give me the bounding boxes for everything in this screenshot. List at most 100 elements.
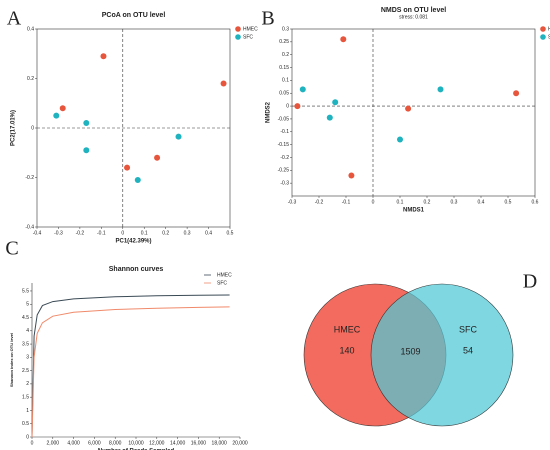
y-tick-label: 2 — [26, 381, 29, 387]
x-tick-label: 0.2 — [424, 199, 431, 205]
y-tick-label: 0.15 — [279, 65, 289, 71]
chart-title: NMDS on OTU level — [381, 7, 446, 14]
point — [326, 114, 333, 121]
y-tick-label: 0.1 — [282, 78, 289, 84]
y-tick-label: 0.3 — [282, 26, 289, 32]
point — [154, 154, 161, 161]
set-name: SFC — [459, 324, 478, 334]
panel-letter: C — [5, 238, 18, 260]
y-axis-label: PC2(17.01%) — [11, 110, 17, 146]
point — [294, 103, 301, 110]
point — [134, 176, 141, 183]
y-tick-label: 0.2 — [27, 76, 34, 82]
legend-label: SFC — [217, 280, 227, 286]
point — [299, 86, 306, 93]
y-tick-label: -0.25 — [278, 168, 290, 174]
point — [220, 80, 227, 87]
y-tick-label: 1 — [26, 408, 29, 414]
shared-count: 1509 — [400, 346, 420, 356]
y-tick-label: 0 — [26, 434, 29, 440]
point — [348, 172, 355, 179]
set-name: HMEC — [334, 324, 361, 334]
x-tick-label: -0.2 — [76, 230, 85, 236]
chart-subtitle: stress: 0.081 — [399, 14, 428, 20]
x-tick-label: 0 — [121, 230, 124, 236]
venn-set — [370, 283, 514, 427]
point — [397, 136, 403, 143]
y-tick-label: 3 — [26, 355, 29, 361]
y-tick-label: -0.2 — [25, 175, 34, 181]
legend-swatch — [540, 26, 546, 32]
x-tick-label: 12,000 — [149, 440, 165, 446]
set-count: 54 — [463, 345, 473, 355]
point — [124, 164, 131, 171]
point — [100, 53, 107, 60]
x-axis-label: PC1(42.39%) — [115, 239, 151, 245]
x-tick-label: 0.4 — [205, 230, 212, 236]
panel-letter: A — [7, 8, 22, 30]
curve — [31, 294, 230, 438]
x-tick-label: 0.1 — [397, 199, 404, 205]
y-tick-label: -0.3 — [280, 180, 289, 186]
legend-swatch — [540, 34, 546, 40]
x-tick-label: 10,000 — [128, 440, 144, 446]
y-tick-label: 0.05 — [279, 91, 289, 97]
x-axis-label: Number of Reads Sampled — [98, 449, 175, 450]
y-tick-label: -0.2 — [280, 155, 289, 161]
y-axis-label: Shannon index on OTU level — [9, 333, 14, 387]
x-tick-label: 0.4 — [478, 199, 485, 205]
point — [83, 120, 90, 127]
curve — [31, 306, 230, 438]
panel-letter: B — [261, 8, 274, 30]
y-tick-label: 0.25 — [279, 39, 289, 45]
y-tick-label: 2.5 — [22, 368, 29, 374]
y-tick-label: -0.4 — [25, 224, 34, 230]
legend-label: SFC — [243, 34, 253, 40]
x-tick-label: 4,000 — [67, 440, 80, 446]
x-tick-label: 0.1 — [141, 230, 148, 236]
y-tick-label: 0.5 — [22, 421, 29, 427]
y-tick-label: 1.5 — [22, 395, 29, 401]
x-tick-label: 0.5 — [505, 199, 512, 205]
x-tick-label: -0.1 — [342, 199, 351, 205]
legend-swatch — [235, 34, 241, 40]
x-axis-label: NMDS1 — [403, 208, 425, 214]
point — [83, 147, 90, 154]
x-tick-label: -0.4 — [33, 230, 42, 236]
point — [59, 105, 66, 112]
x-tick-label: 0.3 — [184, 230, 191, 236]
legend-label: HMEC — [217, 272, 232, 278]
y-tick-label: -0.15 — [278, 142, 290, 148]
y-tick-label: 4 — [26, 328, 29, 334]
x-tick-label: 18,000 — [212, 440, 228, 446]
point — [513, 90, 520, 97]
x-tick-label: -0.2 — [315, 199, 324, 205]
y-tick-label: 0 — [31, 125, 34, 131]
point — [332, 99, 339, 106]
legend-label: HMEC — [548, 26, 550, 32]
y-tick-label: 0.4 — [27, 26, 34, 32]
chart-title: Shannon curves — [109, 266, 164, 273]
y-tick-label: 0 — [286, 103, 289, 109]
x-tick-label: 16,000 — [191, 440, 207, 446]
x-tick-label: 14,000 — [170, 440, 186, 446]
y-tick-label: 0.2 — [282, 52, 289, 58]
point — [437, 86, 444, 93]
point — [405, 105, 412, 112]
legend-label: SFC — [548, 34, 550, 40]
x-tick-label: 0.6 — [532, 199, 539, 205]
x-tick-label: -0.1 — [97, 230, 106, 236]
legend-label: HMEC — [243, 26, 258, 32]
x-tick-label: 0 — [31, 440, 34, 446]
x-tick-label: 0.3 — [451, 199, 458, 205]
x-tick-label: 8,000 — [109, 440, 122, 446]
point — [53, 112, 60, 119]
set-count: 140 — [339, 345, 354, 355]
y-tick-label: 5.5 — [22, 288, 29, 294]
plot-frame — [291, 28, 536, 197]
x-tick-label: 0 — [372, 199, 375, 205]
legend-swatch — [235, 26, 241, 32]
x-tick-label: -0.3 — [54, 230, 63, 236]
y-tick-label: -0.1 — [280, 129, 289, 135]
